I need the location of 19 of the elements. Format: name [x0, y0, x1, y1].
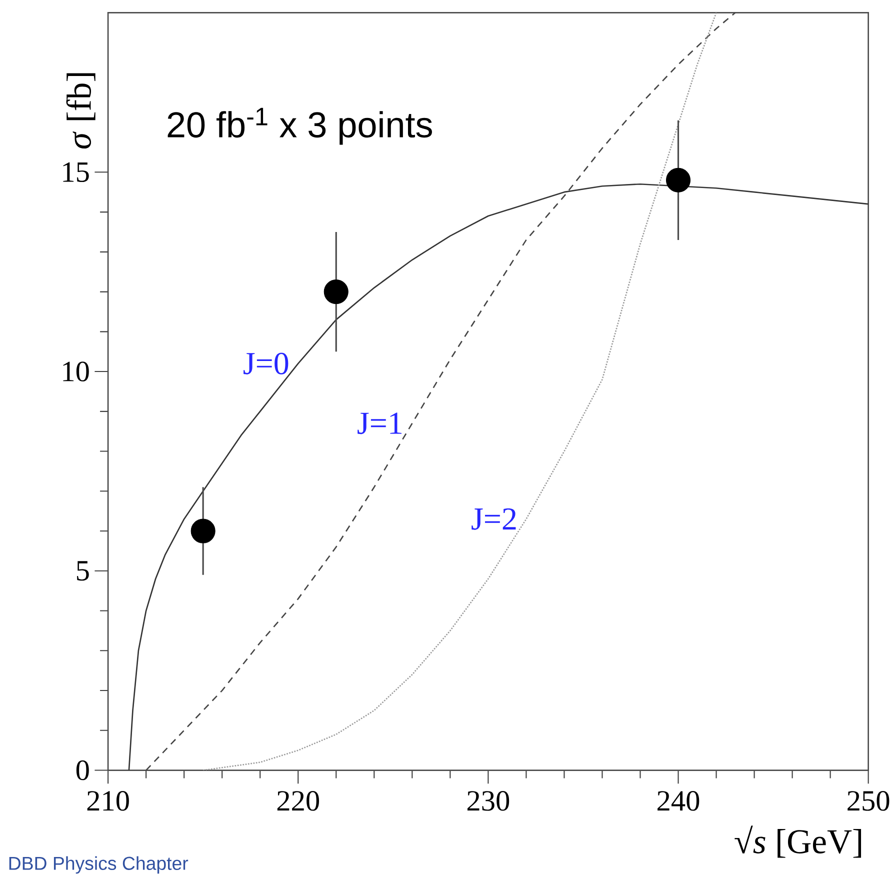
- x-axis-title: √s [GeV]: [734, 826, 862, 858]
- x-tick-label: 220: [277, 790, 320, 811]
- text: DBD Physics Chapter: [9, 856, 188, 874]
- series-label: J=0: [244, 352, 288, 374]
- point: [666, 168, 691, 192]
- y-tick-label: 5: [77, 561, 89, 581]
- y-tick-label: 10: [63, 362, 89, 382]
- x-tick-label: 240: [658, 790, 700, 811]
- point: [324, 280, 348, 304]
- series-label: J=1: [358, 412, 402, 434]
- y-tick-label: 15: [63, 162, 89, 182]
- y-tick-label: 0: [76, 760, 89, 780]
- y-axis-title: σ [fb]: [66, 73, 96, 149]
- x-tick-label: 250: [848, 790, 890, 811]
- x-tick-label: 210: [87, 790, 129, 811]
- series-label: J=2: [472, 508, 516, 530]
- annotation: 20 fb$^{-1}$ x 3 points: [168, 108, 432, 145]
- x-tick-label: 230: [467, 790, 510, 811]
- point: [190, 518, 216, 544]
